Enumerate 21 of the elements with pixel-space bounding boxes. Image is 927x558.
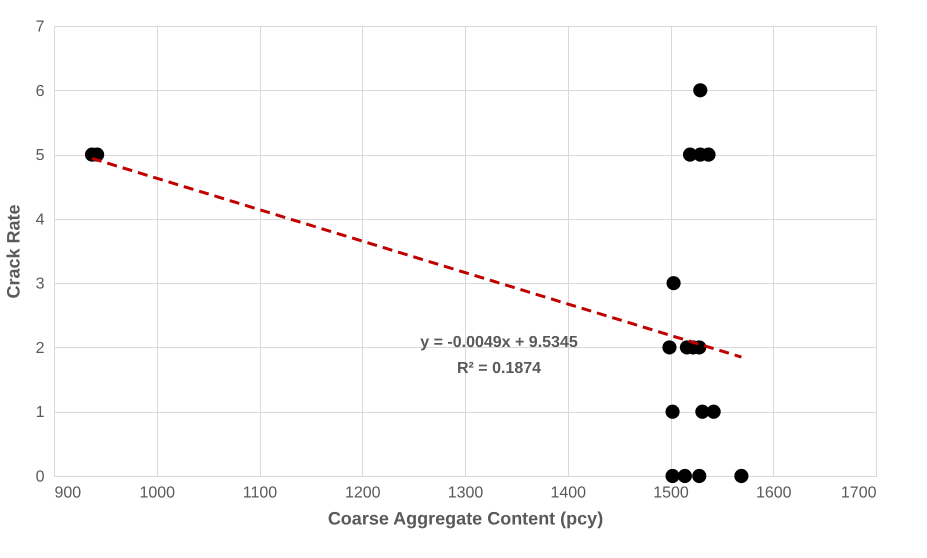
x-tick-label: 1000 — [139, 484, 176, 502]
x-tick-label: 900 — [54, 484, 82, 502]
x-tick-label: 1300 — [448, 484, 484, 502]
y-tick-label: 2 — [36, 340, 45, 357]
y-axis-title: Crack Rate — [4, 204, 24, 299]
y-tick-label: 5 — [36, 147, 45, 164]
y-tick-label: 7 — [36, 18, 45, 36]
x-tick-label: 1200 — [344, 484, 381, 502]
x-tick-label: 1400 — [550, 484, 586, 502]
y-tick-label: 0 — [36, 468, 45, 486]
y-tick-label: 6 — [36, 82, 45, 100]
x-tick-label: 1700 — [840, 484, 877, 502]
x-tick-label: 1600 — [756, 484, 792, 502]
y-tick-label: 4 — [36, 211, 45, 228]
y-tick-label: 1 — [36, 404, 45, 422]
annotation: R² = 0.1874 — [456, 360, 542, 377]
x-tick-label: 1100 — [242, 484, 278, 502]
x-tick-label: 1500 — [653, 484, 689, 502]
annotation: y = -0.0049x + 9.5345 — [420, 334, 578, 351]
x-axis-title: Coarse Aggregate Content (pcy) — [328, 508, 604, 528]
y-tick-label: 3 — [36, 276, 45, 293]
